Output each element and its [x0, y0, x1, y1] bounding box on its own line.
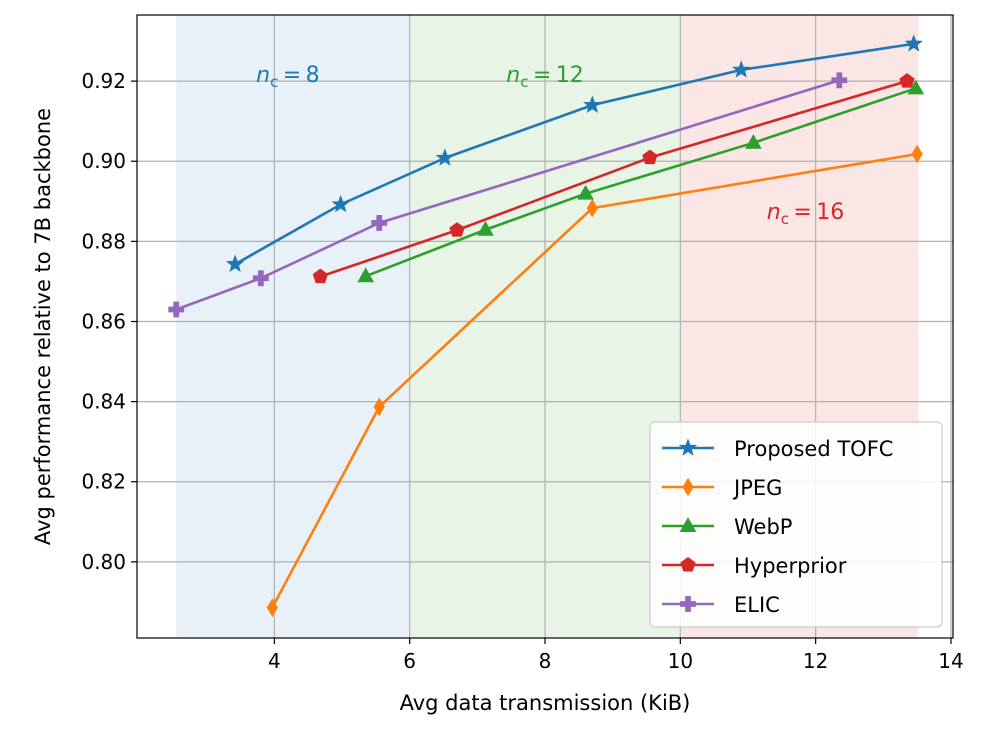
legend-marker [680, 596, 696, 612]
legend-marker [679, 517, 697, 532]
legend-label: Proposed TOFC [734, 437, 893, 461]
data-point-elic [371, 215, 388, 231]
data-point-proposed-tofc [225, 254, 245, 273]
legend-entry-proposed-tofc: Proposed TOFC [662, 437, 893, 461]
region-label-2: nc = 12 [506, 63, 583, 91]
y-tick-label: 0.80 [81, 550, 126, 574]
data-point-proposed-tofc [435, 148, 455, 166]
region-band-1 [176, 15, 410, 638]
legend-label: ELIC [734, 593, 780, 617]
x-tick-label: 4 [268, 649, 281, 673]
x-axis-label: Avg data transmission (KiB) [400, 691, 691, 715]
grid [137, 15, 953, 638]
data-point-jpeg [911, 144, 923, 164]
data-point-elic [252, 270, 269, 287]
region-label-3: nc = 16 [767, 200, 844, 228]
data-point-hyperprior [449, 222, 465, 237]
data-point-elic [831, 72, 848, 89]
series-line-jpeg [271, 152, 918, 609]
y-tick-label: 0.90 [81, 149, 126, 173]
data-point-hyperprior [642, 149, 658, 165]
legend-entry-webp: WebP [662, 515, 792, 539]
series-line-elic [175, 79, 840, 311]
y-tick-label: 0.84 [81, 390, 126, 414]
series-proposed-tofc [225, 34, 923, 273]
series-hyperprior [312, 73, 915, 284]
data-point-webp [477, 220, 494, 236]
data-point-proposed-tofc [732, 60, 751, 78]
data-point-proposed-tofc [583, 95, 602, 113]
series-line-proposed-tofc [234, 42, 914, 266]
series-jpeg [266, 144, 923, 617]
data-point-webp [577, 184, 594, 200]
legend-label: Hyperprior [734, 554, 847, 578]
series-webp [357, 79, 925, 283]
data-point-webp [745, 133, 762, 149]
legend-marker [678, 438, 698, 456]
data-point-elic [168, 301, 185, 318]
y-tick-label: 0.86 [81, 309, 126, 333]
x-tick-label: 12 [803, 649, 828, 673]
data-point-jpeg [586, 198, 598, 218]
series [168, 34, 925, 617]
legend-entry-jpeg: JPEG [662, 476, 782, 500]
legend-label: WebP [734, 515, 792, 539]
data-point-jpeg [373, 397, 385, 417]
x-tick-label: 14 [938, 649, 963, 673]
axis-ticks: 4 6 8 10 12 14 0.80 0.82 0.84 0.86 0.88 0.90 0.92 [81, 69, 963, 673]
legend-entry-hyperprior: Hyperprior [662, 554, 847, 578]
data-point-hyperprior [312, 268, 328, 284]
region-labels: nc = 8 nc = 12 nc = 16 [256, 63, 844, 228]
y-axis-label: Avg performance relative to 7B backbone [31, 108, 55, 545]
y-tick-label: 0.88 [81, 229, 126, 253]
data-point-webp [357, 267, 374, 283]
legend-entry-elic: ELIC [662, 593, 780, 617]
data-point-proposed-tofc [331, 194, 350, 213]
legend-box [649, 421, 943, 628]
legend-marker [682, 477, 694, 497]
legend-marker [680, 557, 696, 572]
x-tick-label: 8 [539, 649, 552, 673]
region-label-1: nc = 8 [256, 63, 319, 91]
legend-label: JPEG [732, 476, 782, 500]
legend: Proposed TOFC JPEG WebP Hyperprior ELIC [649, 421, 943, 628]
data-point-hyperprior [899, 73, 915, 88]
x-tick-label: 6 [403, 649, 416, 673]
x-tick-label: 10 [668, 649, 693, 673]
series-line-hyperprior [319, 79, 908, 278]
y-tick-label: 0.92 [81, 69, 126, 93]
series-elic [168, 72, 848, 318]
data-point-jpeg [266, 598, 278, 617]
data-point-proposed-tofc [904, 34, 923, 52]
data-point-webp [907, 79, 925, 95]
y-tick-label: 0.82 [81, 470, 126, 494]
